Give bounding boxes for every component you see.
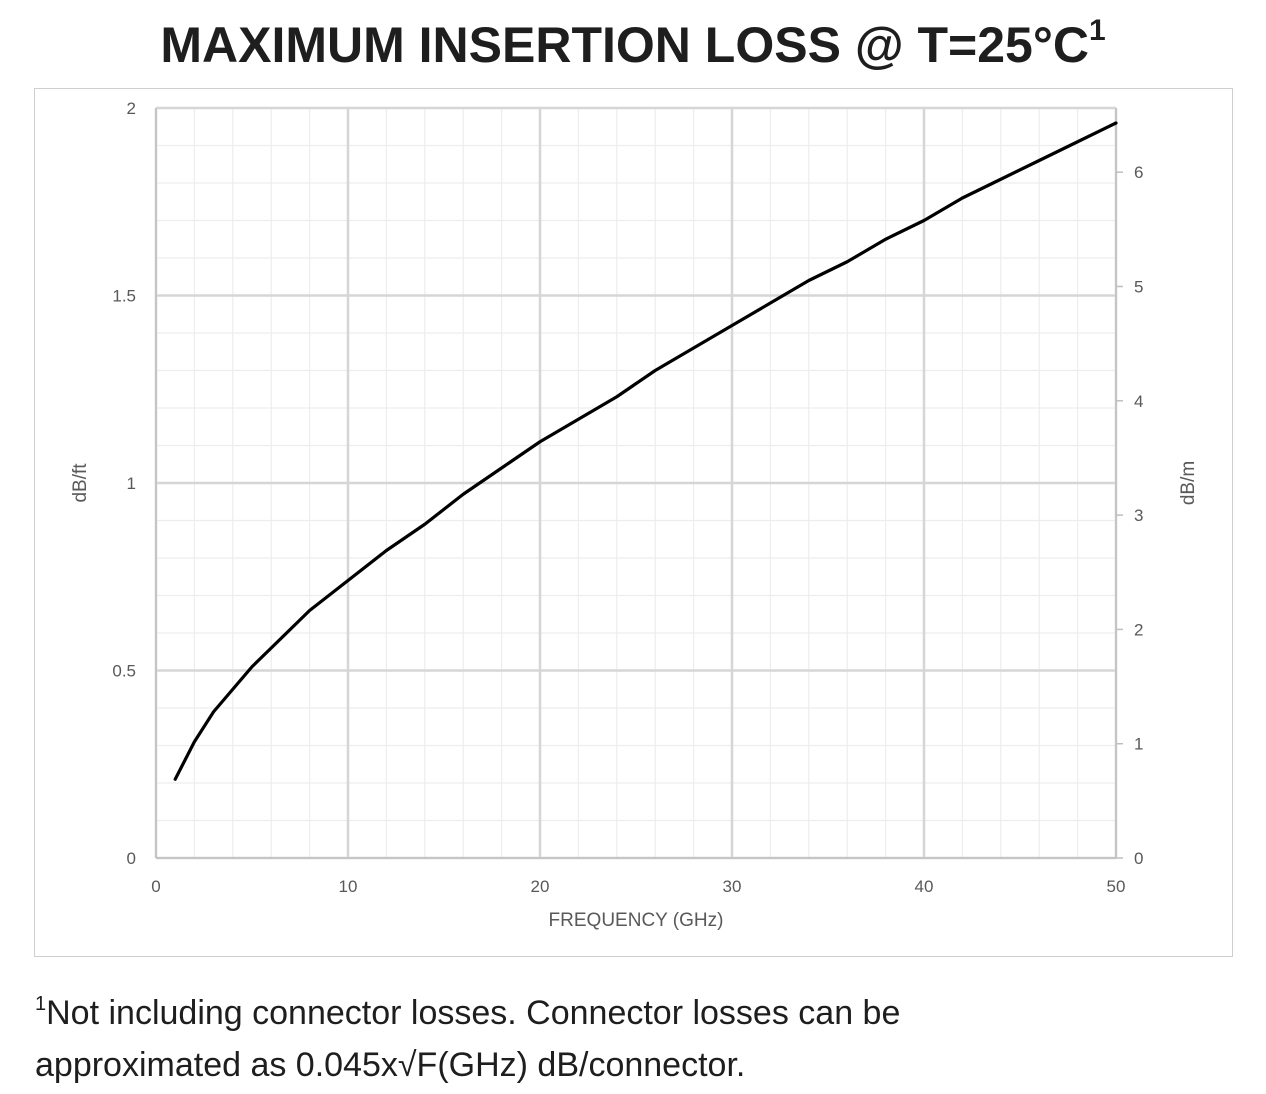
y2-tick-label: 1 [1134,735,1143,754]
y-tick-label: 2 [127,99,136,118]
y2-tick-label: 0 [1134,849,1143,868]
x-axis-title: FREQUENCY (GHz) [549,910,724,931]
y2-tick-label: 6 [1134,163,1143,182]
y2-axis-title: dB/m [1178,461,1199,505]
x-tick-label: 30 [723,877,742,896]
y-tick-label: 1 [127,474,136,493]
x-tick-label: 40 [915,877,934,896]
x-tick-label: 50 [1107,877,1126,896]
chart-title: MAXIMUM INSERTION LOSS @ T=25°C1 [0,14,1266,74]
y-tick-label: 0 [127,849,136,868]
y2-tick-label: 3 [1134,506,1143,525]
series-line [173,121,1118,781]
y2-tick-label: 4 [1134,392,1143,411]
x-tick-label: 20 [531,877,550,896]
footnote-text-2: approximated as 0.045x√F(GHz) dB/connect… [35,1046,746,1084]
y-tick-label: 1.5 [112,287,136,306]
chart-frame [34,88,1233,957]
y-tick-label: 0.5 [112,662,136,681]
x-tick-label: 10 [339,877,358,896]
y-axis-title: dB/ft [70,463,91,503]
footnote-line-1: 1Not including connector losses. Connect… [35,978,1235,1039]
footnote-text-1: Not including connector losses. Connecto… [46,994,901,1032]
y2-tick-label: 2 [1134,620,1143,639]
footnote: 1Not including connector losses. Connect… [35,978,1235,1091]
y2-tick-label: 5 [1134,278,1143,297]
x-tick-label: 0 [151,877,160,896]
chart-title-footnote-marker: 1 [1088,14,1106,47]
footnote-marker: 1 [35,993,47,1015]
chart-title-text: MAXIMUM INSERTION LOSS @ T=25°C [160,17,1089,73]
